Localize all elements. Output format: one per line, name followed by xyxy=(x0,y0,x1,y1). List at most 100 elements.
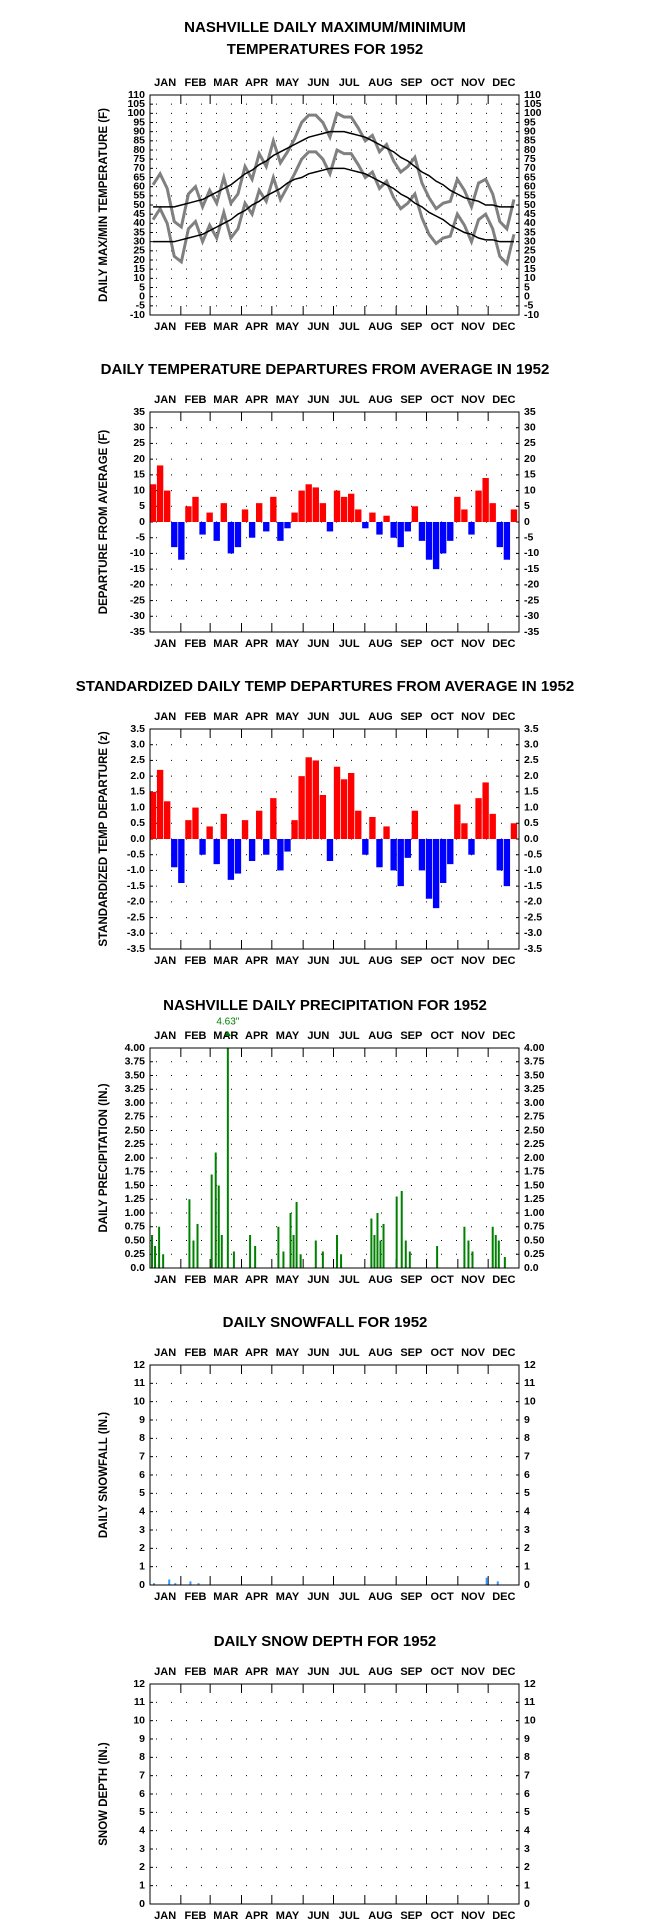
chart-title: DAILY SNOWFALL FOR 1952 xyxy=(223,1314,428,1331)
bar xyxy=(503,1257,506,1268)
y-tick-label: 0 xyxy=(139,1898,145,1910)
month-label-bottom: OCT xyxy=(431,1274,455,1286)
y-tick-label: 15 xyxy=(133,469,145,481)
month-label-bottom: MAY xyxy=(276,955,300,967)
month-label-bottom: OCT xyxy=(431,1910,455,1922)
y-tick-label-right: 0.75 xyxy=(524,1221,545,1233)
y-tick-label-right: 1.5 xyxy=(524,786,539,798)
chart-title: DAILY TEMPERATURE DEPARTURES FROM AVERAG… xyxy=(101,361,550,378)
month-label-top: FEB xyxy=(184,77,206,89)
bar xyxy=(156,465,164,522)
month-label-bottom: JAN xyxy=(154,1591,176,1603)
bar xyxy=(220,503,227,522)
y-tick-label-right: 35 xyxy=(524,226,536,238)
y-tick-label: 2.50 xyxy=(125,1124,146,1136)
bar xyxy=(199,839,206,855)
bar xyxy=(400,1191,403,1268)
bar xyxy=(494,1235,497,1268)
plot-area xyxy=(153,1577,499,1585)
y-tick-label-right: 10 xyxy=(524,1395,536,1407)
y-tick-label-right: -10 xyxy=(524,309,539,321)
month-label-top: FEB xyxy=(184,1030,206,1042)
bar xyxy=(395,1196,398,1268)
bar xyxy=(467,1240,470,1268)
month-label-bottom: JUL xyxy=(339,638,360,650)
y-tick-label-right: 90 xyxy=(524,125,536,137)
y-tick-label: 3.5 xyxy=(130,723,145,735)
bar xyxy=(227,522,235,554)
bar xyxy=(234,522,242,548)
month-label-bottom: NOV xyxy=(461,1274,486,1286)
y-tick-label: 1.5 xyxy=(130,786,145,798)
month-label-top: SEP xyxy=(400,77,422,89)
bar xyxy=(234,839,242,874)
y-tick-label-right: -0.5 xyxy=(524,848,542,860)
y-tick-label-right: 2.00 xyxy=(524,1152,545,1164)
y-tick-label-right: 8 xyxy=(524,1432,530,1444)
y-tick-label: 8 xyxy=(139,1432,145,1444)
bar xyxy=(298,776,305,839)
y-tick-label: 3.50 xyxy=(125,1069,146,1081)
y-tick-label: -2.5 xyxy=(127,911,145,923)
month-label-top: JAN xyxy=(154,1347,176,1359)
y-tick-label-right: 1.25 xyxy=(524,1193,545,1205)
chart-title: DAILY SNOW DEPTH FOR 1952 xyxy=(214,1633,437,1650)
month-label-top: JUL xyxy=(339,1666,360,1678)
y-tick-label: -35 xyxy=(130,626,145,638)
y-tick-label: 75 xyxy=(133,153,145,165)
y-tick-label-right: 3 xyxy=(524,1524,530,1536)
month-label-bottom: AUG xyxy=(368,638,392,650)
y-tick-label-right: 0.0 xyxy=(524,833,539,845)
month-label-bottom: JAN xyxy=(154,1910,176,1922)
plot-frame xyxy=(149,1364,520,1586)
month-label-bottom: AUG xyxy=(368,1591,392,1603)
y-tick-label-right: 6 xyxy=(524,1469,530,1481)
bar xyxy=(319,795,327,839)
bar xyxy=(404,522,411,532)
y-tick-label-right: 35 xyxy=(524,406,536,418)
month-label-top: AUG xyxy=(368,711,392,723)
y-tick-label-right: 7 xyxy=(524,1769,530,1781)
month-label-top: NOV xyxy=(461,711,486,723)
y-tick-label-right: -2.0 xyxy=(524,896,542,908)
y-tick-label-right: 1.00 xyxy=(524,1207,545,1219)
y-tick-label: -5 xyxy=(136,300,145,312)
bar xyxy=(220,1235,223,1268)
y-tick-label: 0 xyxy=(139,516,145,528)
y-tick-label-right: 1.75 xyxy=(524,1166,545,1178)
month-label-bottom: APR xyxy=(245,1591,268,1603)
y-tick-label-right: 0 xyxy=(524,290,530,302)
bar xyxy=(319,503,327,522)
bar xyxy=(447,839,454,865)
month-label-top: JAN xyxy=(154,711,176,723)
y-tick-label-right: 0.50 xyxy=(524,1234,545,1246)
y-tick-label: 0.75 xyxy=(125,1221,146,1233)
month-label-top: NOV xyxy=(461,1347,486,1359)
bar xyxy=(213,522,220,541)
bar xyxy=(496,1581,499,1585)
bar xyxy=(162,1254,165,1268)
bar xyxy=(496,522,503,548)
month-label-bottom: MAY xyxy=(276,321,300,333)
month-label-top: NOV xyxy=(461,1666,486,1678)
bar xyxy=(463,1226,466,1268)
plot-frame xyxy=(149,94,520,316)
y-tick-label: 2.75 xyxy=(125,1111,146,1123)
y-tick-label: 105 xyxy=(127,98,145,110)
month-label-bottom: MAY xyxy=(276,1591,300,1603)
bar xyxy=(510,823,518,839)
month-label-bottom: FEB xyxy=(184,321,206,333)
y-tick-label: -1.0 xyxy=(127,864,145,876)
month-label-top: JUL xyxy=(339,394,360,406)
month-label-top: JAN xyxy=(154,77,176,89)
month-label-bottom: JUL xyxy=(339,1910,360,1922)
bar xyxy=(241,509,249,522)
month-label-top: NOV xyxy=(461,1030,486,1042)
y-tick-label: 12 xyxy=(133,1359,145,1371)
bar xyxy=(454,804,461,839)
bar xyxy=(312,487,319,522)
bar xyxy=(411,506,419,522)
y-tick-label-right: 10 xyxy=(524,484,536,496)
month-label-top: JUN xyxy=(307,394,329,406)
